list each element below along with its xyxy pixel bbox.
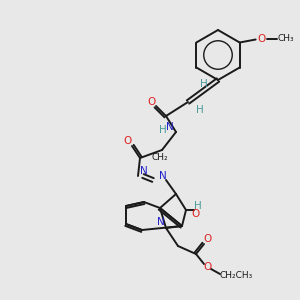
Text: CH₂CH₃: CH₂CH₃ xyxy=(219,272,253,280)
Text: O: O xyxy=(257,34,266,44)
Text: CH₃: CH₃ xyxy=(277,34,294,43)
Text: N: N xyxy=(159,171,167,181)
Text: N: N xyxy=(157,217,165,227)
Text: H: H xyxy=(194,201,202,211)
Text: CH₂: CH₂ xyxy=(152,154,168,163)
Text: O: O xyxy=(204,234,212,244)
Text: O: O xyxy=(123,136,131,146)
Text: H: H xyxy=(159,125,167,135)
Text: N: N xyxy=(140,166,148,176)
Text: O: O xyxy=(204,262,212,272)
Text: N: N xyxy=(166,122,174,132)
Text: O: O xyxy=(191,209,199,219)
Text: H: H xyxy=(196,105,204,115)
Text: H: H xyxy=(200,79,208,89)
Text: O: O xyxy=(147,97,155,107)
